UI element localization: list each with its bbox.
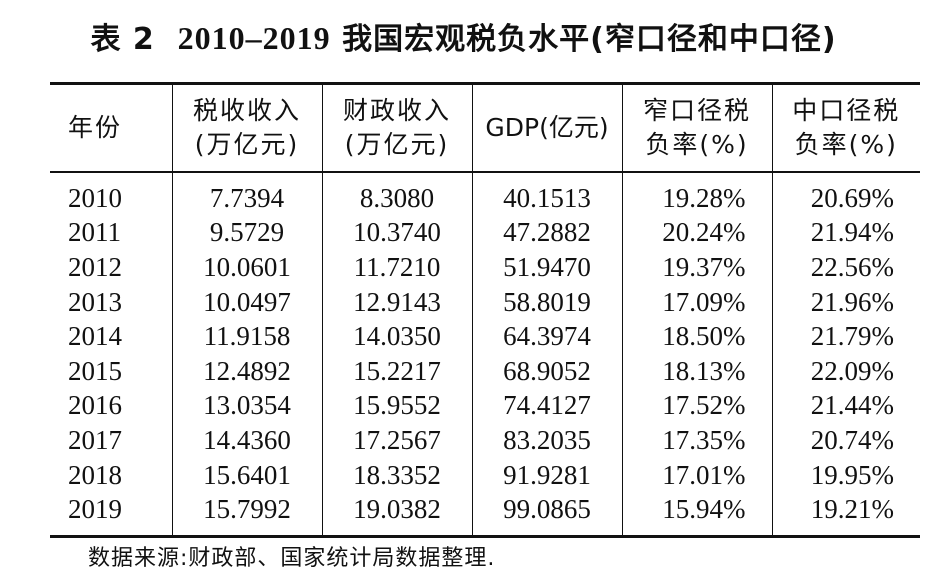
header-narrow-rate: 窄口径税 负率(%)	[621, 83, 772, 172]
header-narrow-rate-line1: 窄口径税	[642, 96, 751, 125]
cell-fiscal: 11.7210	[321, 250, 472, 285]
header-fiscal-revenue-line1: 财政收入	[342, 96, 451, 125]
cell-gdp: 40.1513	[471, 172, 622, 216]
cell-mid-rate: 21.94%	[771, 215, 920, 251]
cell-mid-rate: 21.96%	[771, 284, 920, 320]
cell-mid-rate: 21.44%	[771, 388, 920, 424]
caption-text: 我国宏观税负水平(窄口径和中口径)	[342, 22, 837, 57]
table-row: 2017 14.4360 17.2567 83.2035 17.35% 20.7…	[50, 423, 920, 458]
cell-narrow-rate: 18.13%	[621, 353, 772, 389]
header-fiscal-revenue-line2: (万亿元)	[344, 130, 450, 159]
header-tax-revenue-line1: 税收收入	[192, 96, 301, 125]
cell-tax: 11.9158	[171, 319, 322, 354]
header-mid-rate-line1: 中口径税	[792, 96, 901, 125]
cell-gdp: 64.3974	[471, 319, 622, 354]
cell-fiscal: 14.0350	[321, 319, 472, 354]
cell-mid-rate: 22.56%	[771, 250, 920, 285]
header-row: 年份 税收收入 (万亿元) 财政收入 (万亿元) GDP(亿元) 窄口径税 负率…	[50, 83, 920, 173]
cell-year: 2018	[68, 459, 122, 490]
cell-mid-rate: 20.69%	[771, 172, 920, 216]
cell-gdp: 74.4127	[471, 388, 622, 424]
cell-year: 2010	[68, 182, 122, 213]
header-year: 年份	[50, 84, 172, 173]
cell-fiscal: 10.3740	[321, 215, 472, 251]
cell-year: 2012	[68, 251, 122, 282]
cell-narrow-rate: 19.28%	[621, 172, 772, 216]
cell-year: 2013	[68, 286, 122, 317]
cell-gdp: 83.2035	[471, 423, 622, 458]
header-mid-rate: 中口径税 负率(%)	[771, 83, 920, 172]
cell-tax: 10.0497	[171, 284, 322, 320]
table-row: 2019 15.7992 19.0382 99.0865 15.94% 19.2…	[50, 492, 920, 537]
cell-fiscal: 18.3352	[321, 457, 472, 493]
cell-gdp: 91.9281	[471, 457, 622, 493]
cell-narrow-rate: 17.01%	[621, 457, 772, 493]
cell-gdp: 47.2882	[471, 215, 622, 251]
tax-burden-table: 年份 税收收入 (万亿元) 财政收入 (万亿元) GDP(亿元) 窄口径税 负率…	[50, 82, 920, 538]
header-gdp-label: GDP(亿元)	[485, 113, 609, 142]
cell-gdp: 99.0865	[471, 492, 622, 537]
table-row: 2016 13.0354 15.9552 74.4127 17.52% 21.4…	[50, 388, 920, 424]
cell-fiscal: 15.9552	[321, 388, 472, 424]
table-caption: 表 2 2010–2019 我国宏观税负水平(窄口径和中口径)	[0, 14, 927, 58]
table-row: 2018 15.6401 18.3352 91.9281 17.01% 19.9…	[50, 457, 920, 493]
table-row: 2014 11.9158 14.0350 64.3974 18.50% 21.7…	[50, 319, 920, 354]
cell-tax: 15.6401	[171, 457, 322, 493]
cell-fiscal: 12.9143	[321, 284, 472, 320]
cell-tax: 9.5729	[171, 215, 322, 251]
cell-tax: 12.4892	[171, 353, 322, 389]
cell-year: 2015	[68, 355, 122, 386]
cell-tax: 15.7992	[171, 492, 322, 537]
cell-tax: 13.0354	[171, 388, 322, 424]
source-note: 数据来源:财政部、国家统计局数据整理.	[88, 546, 496, 571]
header-mid-rate-line2: 负率(%)	[794, 130, 898, 159]
cell-year: 2016	[68, 390, 122, 421]
cell-narrow-rate: 17.52%	[621, 388, 772, 424]
cell-year: 2019	[68, 494, 122, 525]
table-row: 2010 7.7394 8.3080 40.1513 19.28% 20.69%	[50, 172, 920, 216]
cell-narrow-rate: 20.24%	[621, 215, 772, 251]
table-row: 2011 9.5729 10.3740 47.2882 20.24% 21.94…	[50, 215, 920, 251]
cell-mid-rate: 19.21%	[771, 492, 920, 537]
cell-gdp: 58.8019	[471, 284, 622, 320]
header-tax-revenue-line2: (万亿元)	[194, 130, 300, 159]
cell-mid-rate: 21.79%	[771, 319, 920, 354]
cell-fiscal: 17.2567	[321, 423, 472, 458]
cell-narrow-rate: 18.50%	[621, 319, 772, 354]
cell-year: 2014	[68, 321, 122, 352]
header-year-label: 年份	[68, 113, 123, 142]
cell-year: 2017	[68, 424, 122, 455]
cell-mid-rate: 20.74%	[771, 423, 920, 458]
cell-fiscal: 15.2217	[321, 353, 472, 389]
table-row: 2015 12.4892 15.2217 68.9052 18.13% 22.0…	[50, 353, 920, 389]
cell-fiscal: 8.3080	[321, 172, 472, 216]
cell-gdp: 51.9470	[471, 250, 622, 285]
cell-mid-rate: 22.09%	[771, 353, 920, 389]
caption-years: 2010–2019	[177, 20, 331, 56]
cell-gdp: 68.9052	[471, 353, 622, 389]
cell-tax: 14.4360	[171, 423, 322, 458]
caption-label: 表 2	[90, 22, 155, 57]
table-row: 2012 10.0601 11.7210 51.9470 19.37% 22.5…	[50, 250, 920, 285]
cell-year: 2011	[68, 217, 121, 248]
header-tax-revenue: 税收收入 (万亿元)	[171, 83, 322, 172]
header-gdp: GDP(亿元)	[471, 83, 622, 172]
cell-narrow-rate: 15.94%	[621, 492, 772, 537]
cell-fiscal: 19.0382	[321, 492, 472, 537]
table-row: 2013 10.0497 12.9143 58.8019 17.09% 21.9…	[50, 284, 920, 320]
header-fiscal-revenue: 财政收入 (万亿元)	[321, 83, 472, 172]
cell-mid-rate: 19.95%	[771, 457, 920, 493]
cell-narrow-rate: 17.09%	[621, 284, 772, 320]
cell-narrow-rate: 17.35%	[621, 423, 772, 458]
cell-narrow-rate: 19.37%	[621, 250, 772, 285]
cell-tax: 7.7394	[171, 172, 322, 216]
header-narrow-rate-line2: 负率(%)	[645, 130, 749, 159]
cell-tax: 10.0601	[171, 250, 322, 285]
